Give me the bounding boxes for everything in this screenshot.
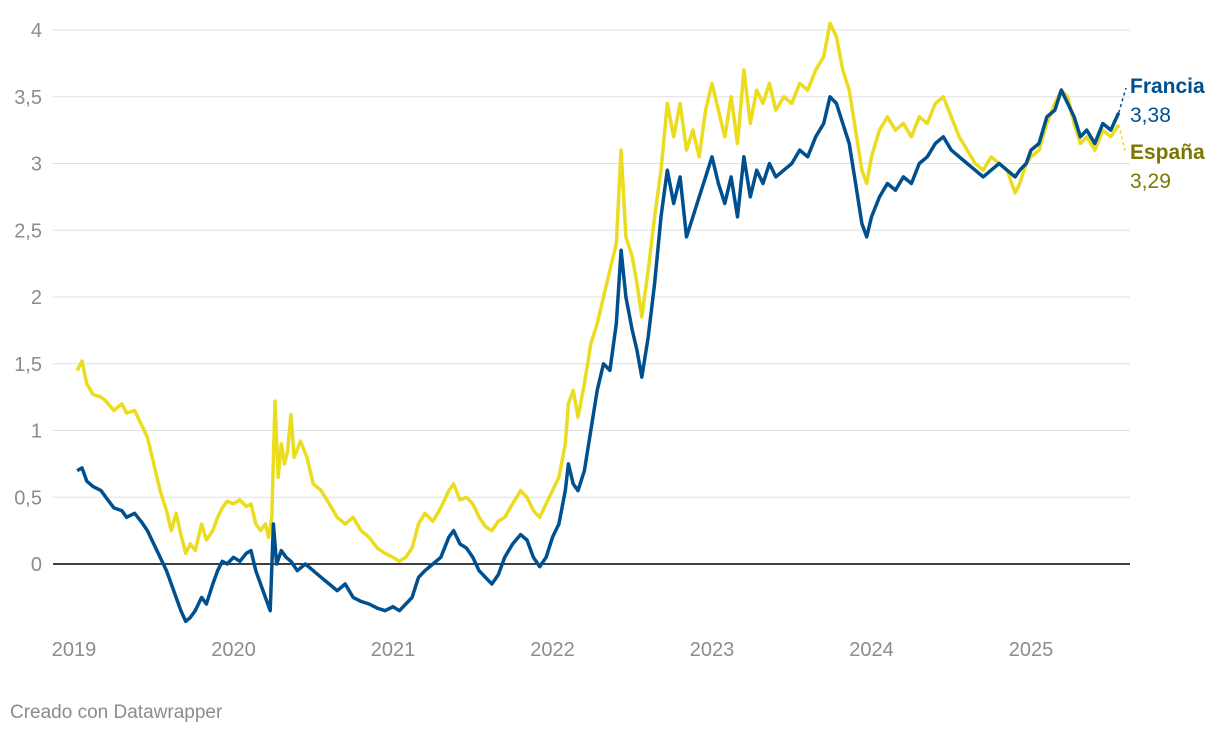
x-axis: 2019 2020 2021 2022 2023 2024 2025 (52, 639, 1054, 661)
x-tick-label: 2024 (849, 639, 894, 661)
y-tick-label: 4 (31, 20, 42, 42)
series-connector (1118, 87, 1127, 113)
credit-text[interactable]: Creado con Datawrapper (10, 702, 223, 723)
y-tick-label: 3 (31, 154, 42, 176)
series-name-label: Francia (1130, 75, 1205, 98)
y-tick-label: 0 (31, 554, 42, 576)
y-tick-label: 2 (31, 287, 42, 309)
x-tick-label: 2025 (1009, 639, 1054, 661)
y-tick-label: 1 (31, 421, 42, 443)
gridlines (53, 29, 1130, 565)
series-connector (1117, 124, 1127, 155)
series-value-label: 3,38 (1130, 104, 1171, 127)
series-lines (75, 21, 1121, 624)
x-tick-label: 2019 (52, 639, 97, 661)
y-axis: 0 0,5 1 1,5 2 2,5 3 3,5 4 (14, 20, 42, 576)
series-value-label: 3,29 (1130, 170, 1171, 193)
x-tick-label: 2023 (690, 639, 735, 661)
y-tick-label: 0,5 (14, 487, 42, 509)
y-tick-label: 1,5 (14, 354, 42, 376)
x-tick-label: 2022 (530, 639, 575, 661)
series-line-espana (75, 21, 1121, 564)
series-name-label: España (1130, 141, 1205, 164)
y-tick-label: 2,5 (14, 220, 42, 242)
x-tick-label: 2020 (211, 639, 256, 661)
series-labels: España 3,29 Francia 3,38 (1117, 75, 1205, 193)
series-line-francia (76, 88, 1121, 624)
x-tick-label: 2021 (371, 639, 416, 661)
y-tick-label: 3,5 (14, 87, 42, 109)
